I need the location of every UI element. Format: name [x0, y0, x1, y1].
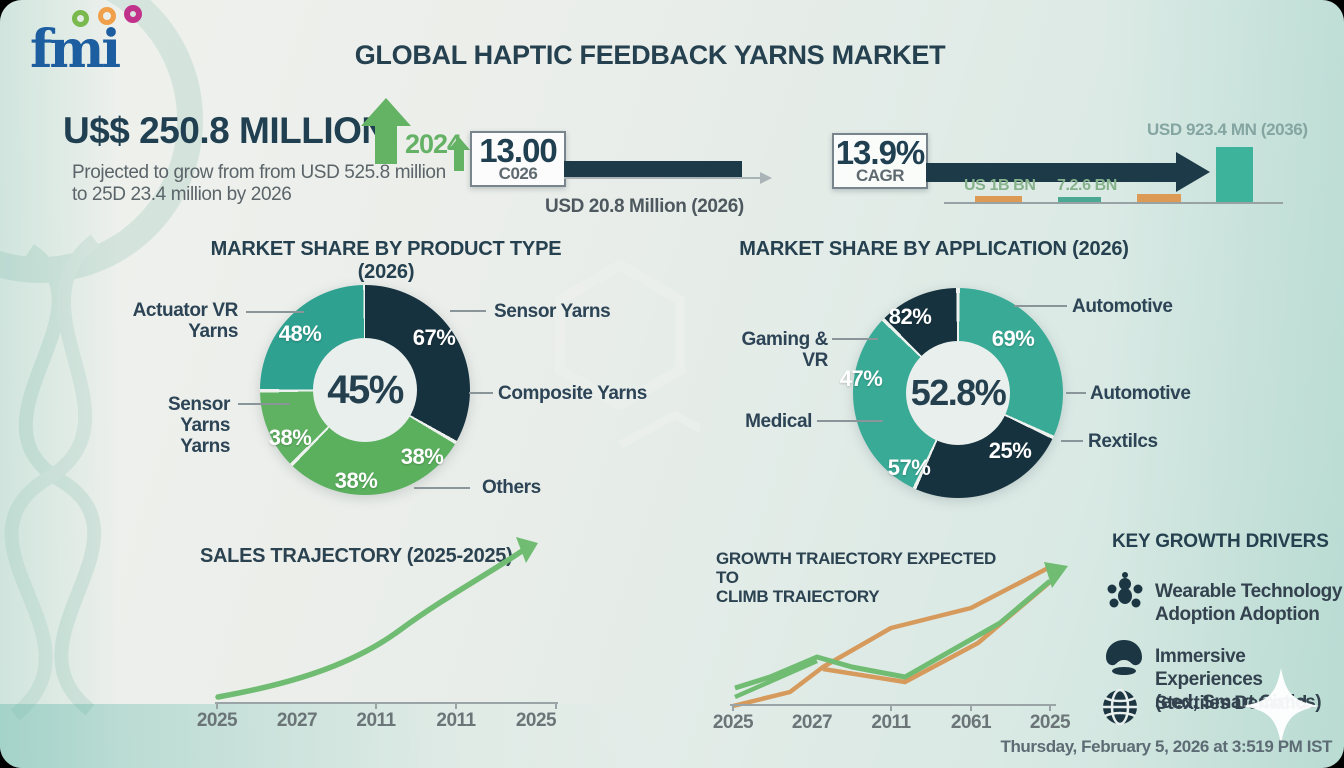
- stat-13-sub: C026: [498, 164, 538, 183]
- growth-x-1: 2027: [791, 712, 833, 733]
- donut-app-hole: 52.8%: [906, 341, 1010, 445]
- sales-x-1: 2027: [276, 710, 318, 731]
- label-sensor-yarns-yarns: Sensor Yarns Yarns: [122, 394, 230, 457]
- lead-composite: [469, 392, 493, 394]
- logo-green-ring-icon: [72, 10, 89, 27]
- mini-bar-label-2: 7.2.6 BN: [1057, 177, 1117, 194]
- mini-bar-chart: [944, 147, 1283, 204]
- label-sensor-left-line1: Sensor Yarns: [167, 394, 230, 436]
- pct-medical-57: 57%: [887, 455, 931, 480]
- driver-item-textiles: Stextiles Demand: [1155, 692, 1307, 715]
- donut-product-title: MARKET SHARE BY PRODUCT TYPE (2026): [210, 238, 562, 283]
- lead-sensor: [450, 310, 486, 312]
- cagr-sub: CAGR: [855, 166, 905, 185]
- pct-sensor: 67%: [412, 325, 456, 350]
- stat-box-13: 13.00 C026: [470, 131, 566, 187]
- sales-x-2: 2011: [356, 710, 396, 731]
- lead-rextilcs: [1061, 440, 1083, 442]
- donut-product-hole: 45%: [313, 338, 417, 442]
- timestamp: Thursday, February 5, 2026 at 3:519 PM I…: [1000, 737, 1332, 756]
- stat-box-cagr: 13.9% CAGR: [832, 133, 928, 189]
- growth-x-2: 2011: [871, 712, 911, 733]
- pct-right-38: 38%: [400, 444, 444, 469]
- lead-auto-mid: [1066, 392, 1086, 394]
- growth-x-4: 2025: [1029, 712, 1071, 733]
- growth-title-line1: GROWTH TRAIECTORY EXPECTED TO: [716, 549, 996, 587]
- year-badge: 2024: [405, 129, 462, 159]
- pct-bottom-38: 38%: [334, 468, 378, 493]
- driver-wearable-line1: Wearable Technology: [1155, 581, 1343, 602]
- lead-others: [414, 487, 470, 489]
- donut-app-title: MARKET SHARE BY APPLICATION (2026): [739, 238, 1129, 260]
- growth-title-line2: CLIMB TRAIECTORY: [716, 587, 880, 606]
- growth-chart-title: GROWTH TRAIECTORY EXPECTED TO CLIMB TRAI…: [716, 549, 996, 606]
- pct-gaming: 82%: [888, 304, 932, 329]
- pct-left-38: 38%: [268, 425, 312, 450]
- donut-app-center-pct: 52.8%: [910, 372, 1007, 413]
- page-title: GLOBAL HAPTIC FEEDBACK YARNS MARKET: [354, 40, 946, 70]
- pct-textiles: 25%: [988, 438, 1032, 463]
- label-sensor-yarns: Sensor Yarns: [494, 301, 611, 322]
- sales-chart-title: SALES TRAJECTORY (2025-2025): [200, 545, 513, 567]
- label-sensor-left-line2: Yarns: [180, 436, 230, 457]
- usd-20-8-label: USD 20.8 Million (2026): [545, 196, 744, 217]
- donut-product-center-pct: 45%: [327, 367, 404, 412]
- lead-auto-top: [1014, 305, 1067, 307]
- sales-x-0: 2025: [196, 710, 238, 731]
- label-rextilcs: Rextilcs: [1088, 431, 1158, 452]
- sales-x-3: 2011: [436, 710, 476, 731]
- mini-bar-label-1: US 1B BN: [964, 177, 1036, 194]
- label-automotive-top: Automotive: [1072, 296, 1173, 317]
- cagr-value: 13.9%: [835, 134, 926, 171]
- label-others: Others: [482, 477, 541, 498]
- label-automotive-mid: Automotive: [1090, 383, 1191, 404]
- growth-chart[interactable]: [700, 540, 1080, 725]
- sales-chart[interactable]: [190, 535, 580, 715]
- market-projection-text: Projected to grow from from USD 525.8 mi…: [72, 162, 446, 206]
- navy-bar-arrow: [564, 161, 772, 184]
- fmi-logo: fmi: [30, 5, 142, 80]
- fmi-logo-text: fmi: [30, 19, 121, 80]
- label-actuator-line1: Actuator VR: [132, 300, 239, 321]
- globe-icon: [1103, 688, 1137, 726]
- wearable-icon: [1107, 572, 1143, 608]
- pct-auto-top: 69%: [991, 326, 1035, 351]
- driver-item-wearable: Wearable Technology Adoption Adoption: [1155, 580, 1342, 626]
- label-composite-yarns: Composite Yarns: [498, 383, 647, 404]
- market-value-2024: U$$ 250.8 MILLION: [63, 110, 388, 151]
- label-medical: Medical: [745, 411, 812, 432]
- sales-x-4: 2025: [515, 710, 557, 731]
- growth-x-0: 2025: [712, 712, 754, 733]
- stat-13-value: 13.00: [479, 132, 558, 169]
- logo-orange-ring-icon: [98, 7, 116, 25]
- driver-immersive-line1: Immersive Experiences: [1155, 646, 1263, 690]
- driver-textiles-line1: Stextiles Demand: [1155, 693, 1307, 714]
- label-actuator-vr-yarns: Actuator VR Yarns: [128, 300, 239, 342]
- label-actuator-line2: Yarns: [188, 321, 238, 342]
- projection-line-2: to 25D 23.4 million by 2026: [72, 184, 292, 205]
- usd-923-label: USD 923.4 MN (2036): [1147, 120, 1308, 139]
- driver-wearable-line2: Adoption Adoption: [1155, 604, 1320, 625]
- drivers-title: KEY GROWTH DRIVERS: [1112, 531, 1329, 552]
- logo-magenta-ring-icon: [124, 5, 142, 23]
- projection-line-1: Projected to grow from from USD 525.8 mi…: [72, 162, 446, 183]
- growth-x-3: 2061: [950, 712, 992, 733]
- label-gaming-vr: Gaming & VR: [741, 329, 828, 371]
- vr-headset-icon: [1106, 640, 1142, 675]
- pct-actuator: 48%: [278, 321, 322, 346]
- pct-medical-47: 47%: [839, 366, 883, 391]
